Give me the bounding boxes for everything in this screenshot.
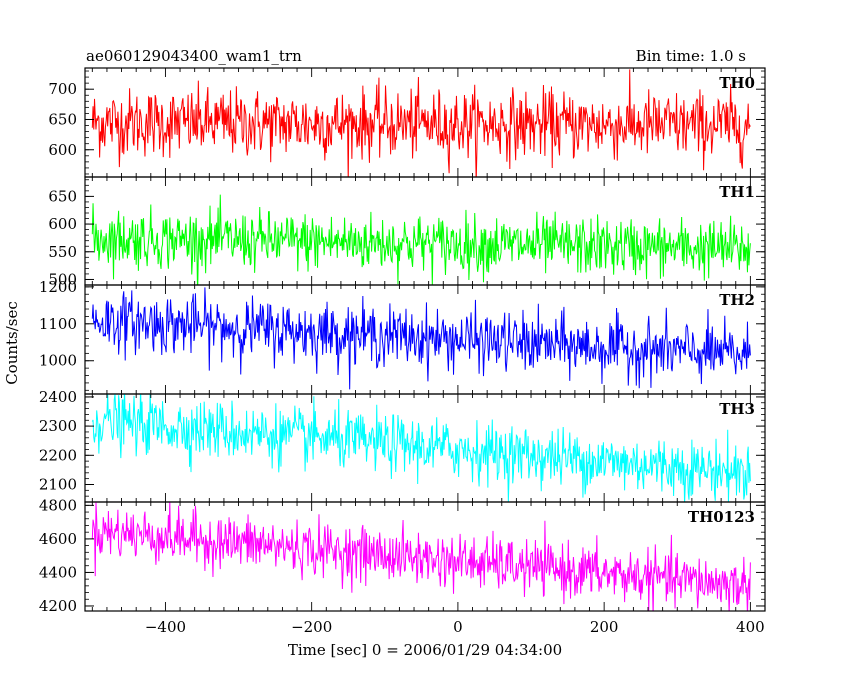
y-tick-label: 4800 (39, 496, 77, 514)
y-tick-label: 1200 (39, 278, 77, 296)
panels-group: 600 650 700 TH0 500 550 600 650 TH1 1000 1100 1200 T… (39, 67, 766, 615)
panel-label: TH0 (719, 74, 755, 92)
x-tick-label: 0 (453, 618, 463, 636)
series-line-th1 (91, 194, 751, 285)
panel-th2: 1000 1100 1200 TH2 (39, 278, 766, 395)
panel-frame (84, 501, 766, 612)
x-axis-label: Time [sec] 0 = 2006/01/29 04:34:00 (288, 641, 562, 659)
y-tick-label: 500 (48, 270, 77, 288)
x-tick-label: 400 (736, 618, 765, 636)
y-tick-label: 2100 (39, 475, 77, 493)
y-tick-label: 600 (48, 215, 77, 233)
bin-time-label: Bin time: 1.0 s (636, 47, 746, 65)
y-tick-label: 4600 (39, 530, 77, 548)
y-tick-label: 2200 (39, 446, 77, 464)
y-tick-label: 2400 (39, 388, 77, 406)
panel-frame (84, 67, 766, 178)
series-line-th0 (91, 69, 751, 177)
x-tick-label: 200 (590, 618, 619, 636)
y-tick-label: 550 (48, 243, 77, 261)
y-tick-label: 700 (48, 80, 77, 98)
series-line-th2 (91, 287, 751, 390)
y-tick-label: 650 (48, 110, 77, 128)
panel-th0123: 4200 4400 4600 4800 TH0123 (39, 496, 766, 615)
chart-title: ae060129043400_wam1_trn (86, 47, 302, 65)
y-tick-label: 4400 (39, 563, 77, 581)
panel-th1: 500 550 600 650 TH1 (48, 176, 766, 288)
y-tick-label: 600 (48, 141, 77, 159)
panel-label: TH3 (719, 400, 755, 418)
y-axis-label: Counts/sec (3, 301, 21, 385)
panel-label: TH0123 (688, 508, 755, 526)
panel-th0: 600 650 700 TH0 (48, 67, 766, 178)
series-line-th3 (91, 394, 751, 502)
x-axis: −400 −200 0 200 400 (145, 618, 765, 636)
panel-label: TH2 (719, 291, 755, 309)
x-tick-label: −400 (145, 618, 186, 636)
y-tick-label: 650 (48, 187, 77, 205)
y-tick-label: 1000 (39, 352, 77, 370)
y-tick-label: 2300 (39, 417, 77, 435)
panel-th3: 2100 2200 2300 2400 TH3 (39, 388, 766, 503)
x-tick-label: −200 (291, 618, 332, 636)
y-tick-label: 4200 (39, 597, 77, 615)
y-tick-label: 1100 (39, 315, 77, 333)
series-line-th0123 (91, 502, 751, 611)
panel-label: TH1 (719, 183, 755, 201)
